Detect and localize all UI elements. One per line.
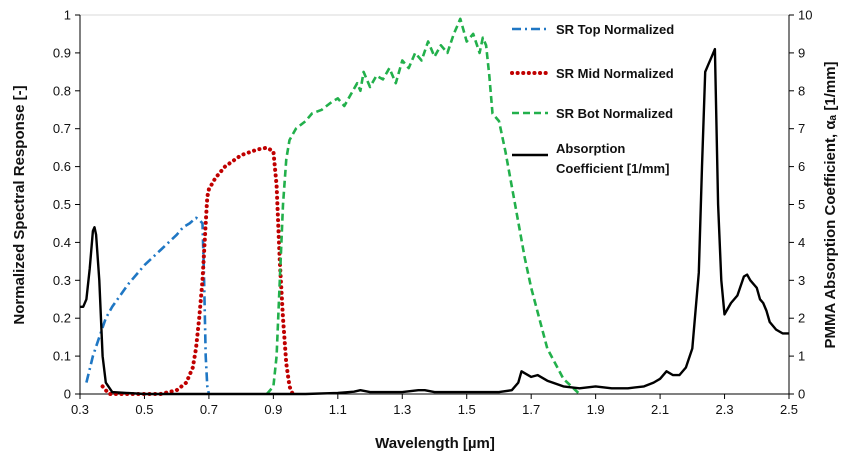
y-right-tick-label: 10 xyxy=(798,8,812,23)
y-right-tick-label: 5 xyxy=(798,197,805,212)
x-tick-label: 2.5 xyxy=(780,402,798,417)
x-tick-label: 0.9 xyxy=(264,402,282,417)
x-tick-label: 2.1 xyxy=(651,402,669,417)
y-left-tick-label: 0.3 xyxy=(53,273,71,288)
y-left-tick-label: 1 xyxy=(64,8,71,23)
series-line-0 xyxy=(85,216,211,395)
x-tick-label: 1.9 xyxy=(587,402,605,417)
y-right-tick-label: 6 xyxy=(798,159,805,174)
legend-label-0: SR Top Normalized xyxy=(556,22,674,37)
legend: SR Top Normalized SR Mid Normalized SR Bot… xyxy=(510,22,674,176)
y-right-tick-label: 8 xyxy=(798,83,805,98)
y-right-tick-label: 0 xyxy=(798,387,805,402)
y-right-tick-label: 2 xyxy=(798,311,805,326)
y-left-tick-label: 0.6 xyxy=(53,159,71,174)
plot-border xyxy=(79,14,790,395)
y-right-tick-label: 1 xyxy=(798,349,805,364)
y-right-tick-label: 4 xyxy=(798,235,805,250)
y-axis-left-title: Normalized Spectral Response [-] xyxy=(11,85,28,324)
plot-area xyxy=(79,14,790,395)
series-line-1 xyxy=(100,145,295,396)
y-left-tick-label: 0.8 xyxy=(53,83,71,98)
y-axis-right-title: PMMA Absorption Coefficient, αₐ [1/mm] xyxy=(822,61,839,348)
series-line-2 xyxy=(265,17,581,395)
legend-label-2: SR Bot Normalized xyxy=(556,106,673,121)
y-left-tick-label: 0.2 xyxy=(53,311,71,326)
x-tick-label: 1.5 xyxy=(458,402,476,417)
y-left-tick-label: 0.1 xyxy=(53,349,71,364)
y-left-tick-label: 0 xyxy=(64,387,71,402)
legend-label-1: SR Mid Normalized xyxy=(556,66,674,81)
y-left-tick-label: 0.4 xyxy=(53,235,71,250)
x-tick-label: 0.5 xyxy=(135,402,153,417)
y-left-tick-label: 0.9 xyxy=(53,45,71,60)
x-tick-label: 1.1 xyxy=(329,402,347,417)
legend-label-3: Absorption Coefficient [1/mm] xyxy=(556,141,669,176)
x-tick-label: 1.7 xyxy=(522,402,540,417)
y-right-tick-label: 3 xyxy=(798,273,805,288)
x-tick-label: 2.3 xyxy=(716,402,734,417)
y-right-tick-label: 9 xyxy=(798,45,805,60)
x-tick-label: 0.7 xyxy=(200,402,218,417)
x-axis-title: Wavelength [µm] xyxy=(375,435,495,452)
series-layer xyxy=(80,17,789,396)
series-line-3 xyxy=(80,47,789,396)
y-left-tick-label: 0.7 xyxy=(53,121,71,136)
x-tick-label: 0.3 xyxy=(71,402,89,417)
x-tick-label: 1.3 xyxy=(393,402,411,417)
y-left-tick-label: 0.5 xyxy=(53,197,71,212)
y-right-tick-label: 7 xyxy=(798,121,805,136)
axes: 0.3 0.5 0.7 0.9 1.1 1.3 1.5 1.7 1.9 2.1 2.3 2.500.1… xyxy=(53,8,813,418)
